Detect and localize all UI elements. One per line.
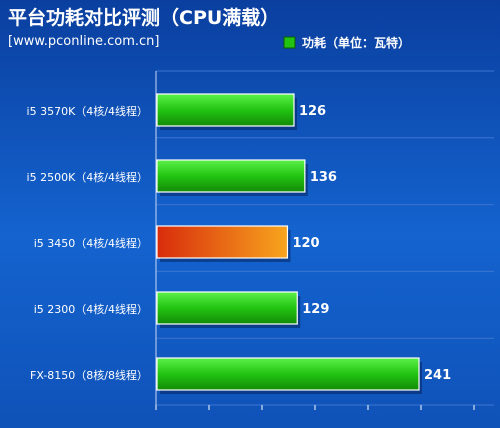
category-label: i5 2500K（4核/4线程） [27,170,148,184]
grid-layer [155,70,494,410]
bar [156,159,306,193]
category-label: i5 2300（4核/4线程） [34,302,148,316]
data-label: 136 [310,170,337,185]
data-label: 129 [302,302,329,317]
bars-layer: 126 i5 3570K（4核/4线程） 136 i5 2500K（4核/4线程） 12… [27,93,451,394]
data-label: 241 [424,368,451,383]
data-label: 120 [292,236,319,251]
bar [156,225,289,259]
category-label: i5 3450（4核/4线程） [34,236,148,250]
chart-subtitle: [www.pconline.com.cn] [8,34,159,49]
bar [156,357,420,391]
bar [156,93,295,127]
legend-swatch [283,36,296,49]
category-label: i5 3570K（4核/4线程） [27,104,148,118]
chart-title: 平台功耗对比评测（CPU满载） [8,6,279,29]
bar [156,291,298,325]
data-label: 126 [299,104,326,119]
category-label: FX-8150（8核/8线程） [30,368,148,382]
legend-label: 功耗（单位：瓦特） [302,35,410,50]
